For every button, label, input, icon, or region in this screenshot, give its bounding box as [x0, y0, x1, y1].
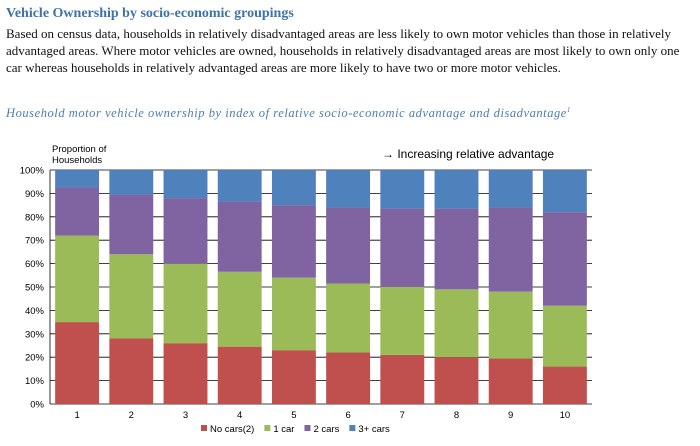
bar-segment — [217, 170, 262, 202]
bar-segment — [163, 170, 208, 199]
legend-label: 1 car — [273, 424, 294, 435]
bar-segment — [380, 287, 425, 355]
bar-segment — [55, 235, 100, 323]
bar-segment — [326, 352, 371, 404]
x-tick-label: 10 — [560, 410, 571, 421]
bar-segment — [488, 358, 533, 404]
bar-segment — [163, 343, 208, 404]
legend: No cars(2) 1 car 2 cars 3+ cars — [201, 424, 390, 435]
x-tick-label: 1 — [74, 410, 79, 421]
legend-swatch — [264, 425, 271, 431]
chart-annotation: → Increasing relative advantage — [382, 147, 554, 161]
bar-segment — [488, 291, 533, 359]
y-axis-ticks: 0% 10% 20% 30% 40% 50% 60% 70% 80% 90% 100% — [20, 166, 45, 411]
bar-segment — [488, 170, 533, 208]
bar-segment — [434, 170, 479, 209]
bar-segment — [380, 208, 425, 287]
bar-segment — [163, 263, 208, 344]
bar-segment — [271, 170, 316, 206]
x-tick-label: 3 — [183, 410, 188, 421]
bar-segment — [434, 357, 479, 404]
chart-caption-text: Household motor vehicle ownership by ind… — [6, 106, 567, 121]
bar-segment — [55, 322, 100, 404]
body-paragraph: Based on census data, households in rela… — [6, 26, 680, 75]
legend-swatch — [201, 425, 207, 431]
bar-segment — [55, 170, 100, 188]
bar-segment — [271, 205, 316, 278]
legend-label: No cars(2) — [210, 424, 254, 435]
legend-label: 2 cars — [313, 424, 339, 435]
legend-swatch — [304, 425, 311, 431]
x-tick-label: 4 — [237, 410, 242, 421]
x-tick-label: 2 — [129, 410, 134, 421]
bar-stacks — [55, 170, 587, 404]
bar-segment — [380, 170, 425, 209]
y-tick-label: 0% — [30, 400, 44, 411]
bar-segment — [488, 207, 533, 292]
x-tick-label: 5 — [291, 410, 296, 421]
bar-segment — [542, 212, 587, 306]
x-tick-label: 8 — [454, 410, 459, 421]
bar-segment — [271, 350, 316, 404]
bar-segment — [217, 271, 262, 347]
y-tick-label: 70% — [25, 236, 45, 247]
bar-segment — [217, 201, 262, 272]
bar-segment — [326, 207, 371, 284]
bar-segment — [109, 194, 154, 255]
bar-segment — [434, 289, 479, 358]
y-tick-label: 30% — [25, 329, 45, 340]
bar-segment — [326, 170, 371, 208]
chart-caption-footnote: 1 — [566, 106, 571, 114]
bar-segment — [542, 366, 587, 404]
stacked-bar-chart: Proportion of Households → Increasing re… — [20, 144, 592, 435]
x-tick-label: 9 — [508, 410, 513, 421]
bar-segment — [163, 198, 208, 264]
y-tick-label: 90% — [25, 189, 45, 200]
x-tick-label: 7 — [400, 410, 405, 421]
x-tick-label: 6 — [345, 410, 350, 421]
y-tick-label: 20% — [25, 353, 45, 364]
bar-segment — [109, 338, 154, 404]
bar-segment — [326, 283, 371, 353]
bar-segment — [380, 354, 425, 404]
y-tick-label: 80% — [25, 212, 45, 223]
chart-caption: Household motor vehicle ownership by ind… — [6, 106, 696, 121]
section-heading: Vehicle Ownership by socio-economic grou… — [6, 6, 294, 21]
y-tick-label: 10% — [25, 376, 45, 387]
y-tick-label: 40% — [25, 306, 45, 317]
legend-label: 3+ cars — [358, 424, 390, 435]
bar-segment — [542, 170, 587, 213]
y-tick-label: 60% — [25, 259, 45, 270]
bar-segment — [109, 254, 154, 339]
bar-segment — [109, 170, 154, 195]
legend-swatch — [349, 425, 356, 431]
bar-segment — [434, 208, 479, 290]
bar-segment — [217, 346, 262, 404]
bar-segment — [542, 305, 587, 367]
y-tick-label: 50% — [25, 283, 45, 294]
y-tick-label: 100% — [20, 166, 45, 177]
x-axis-ticks: 1 2 3 4 5 6 7 8 9 10 — [74, 410, 570, 421]
bar-segment — [55, 187, 100, 236]
bar-segment — [271, 277, 316, 351]
y-axis-label-line1: Proportion of — [52, 144, 107, 155]
y-axis-label-line2: Households — [52, 155, 102, 166]
